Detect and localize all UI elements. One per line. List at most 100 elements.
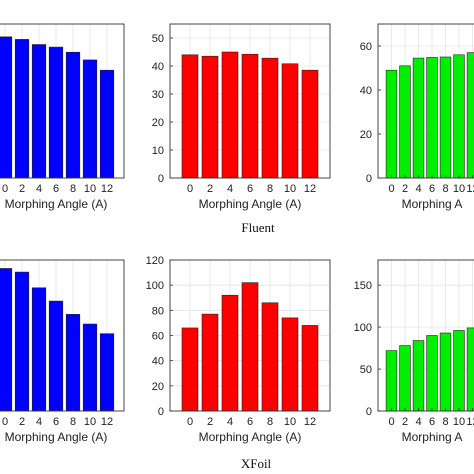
bar [48,46,64,179]
chart-6: 024681012050100150Morphing A [354,259,474,444]
chart-1: 0 2 4 6 8 10 12 Morphing Angle (A) [0,23,125,211]
bar [0,268,13,412]
y-tick-label: 20 [152,117,164,129]
y-tick-label: 40 [152,356,164,368]
x-tick-label: 2 [402,183,408,195]
y-tick-label: 150 [354,280,372,292]
x-tick-label: 2 [207,183,213,195]
bar [82,59,98,179]
y-tick-label: 50 [360,364,372,376]
bar [48,300,64,412]
bar [31,44,47,179]
bar [14,39,30,179]
bar [82,323,98,412]
bar [14,271,30,412]
x-tick-label: 4 [227,183,233,195]
x-axis-label: Morphing Angle (A) [199,430,302,444]
bar [453,330,465,412]
x-axis-label: Morphing A [402,430,463,444]
x-tick-label: 4 [36,416,42,428]
x-axis-label: Morphing Angle (A) [5,430,108,444]
bar [0,36,13,179]
bar [65,51,81,179]
bar [399,65,411,179]
y-tick-label: 20 [360,129,372,141]
x-tick-label: 8 [442,416,448,428]
y-tick-label: 40 [152,61,164,73]
x-tick-label: 10 [284,416,296,428]
bar [241,53,259,179]
bar [385,69,398,179]
y-tick-label: 60 [152,331,164,343]
x-tick-label: 6 [53,416,59,428]
bar [241,282,259,412]
bar [31,287,47,412]
x-tick-label: 0 [388,183,394,195]
bar [466,52,474,179]
x-tick-label: 4 [415,416,421,428]
bar [201,313,219,412]
y-tick-label: 50 [152,33,164,45]
y-tick-label: 100 [354,322,372,334]
x-axis-label: Morphing Angle (A) [5,197,108,211]
bar [65,314,81,412]
bar [181,327,199,412]
chart-2: 0 2 4 6 8 10 12 0 10 20 30 40 50 Morphing Angle (A) [152,23,331,211]
x-tick-label: 8 [442,183,448,195]
x-tick-label: 10 [84,416,96,428]
bar [301,325,319,412]
bar [385,350,398,412]
bar [399,345,411,412]
x-tick-label: 0 [2,183,8,195]
bar [412,57,425,179]
fluent-caption: Fluent [241,220,275,235]
x-tick-label: 12 [304,183,316,195]
x-tick-label: 10 [284,183,296,195]
x-tick-label: 4 [36,183,42,195]
x-tick-label: 6 [53,183,59,195]
y-tick-label: 60 [360,41,372,53]
x-tick-label: 0 [2,416,8,428]
x-tick-label: 0 [388,416,394,428]
y-tick-label: 100 [146,280,164,292]
bar [301,69,319,179]
x-tick-label: 8 [70,416,76,428]
bar [201,55,219,179]
bar [281,63,299,179]
x-tick-label: 6 [429,183,435,195]
bar [261,57,279,179]
x-tick-label: 10 [453,416,465,428]
y-tick-label: 40 [360,85,372,97]
bar [281,317,299,412]
x-tick-label: 8 [267,183,273,195]
x-tick-label: 12 [304,416,316,428]
bar [181,54,199,179]
x-axis-label: Morphing A [402,197,463,211]
bar [261,302,279,412]
x-tick-label: 12 [101,183,113,195]
x-tick-label: 10 [453,183,465,195]
x-tick-label: 8 [267,416,273,428]
x-tick-label: 0 [187,416,193,428]
bar [221,294,239,412]
x-tick-label: 2 [19,416,25,428]
x-tick-label: 4 [227,416,233,428]
y-tick-label: 20 [152,381,164,393]
chart-4: 0 2 4 6 8 10 12 Morphing Angle (A) [0,259,125,444]
x-tick-label: 4 [415,183,421,195]
y-tick-label: 0 [366,173,372,185]
x-tick-label: 6 [429,416,435,428]
x-tick-label: 8 [70,183,76,195]
y-tick-label: 10 [152,145,164,157]
y-tick-label: 0 [366,406,372,418]
bar [99,69,115,179]
bar [439,332,452,412]
bar [221,51,239,179]
bar [412,340,425,412]
x-tick-label: 12 [466,183,474,195]
bar [453,54,465,179]
y-tick-label: 0 [158,406,164,418]
x-tick-label: 0 [187,183,193,195]
bar [466,327,474,412]
